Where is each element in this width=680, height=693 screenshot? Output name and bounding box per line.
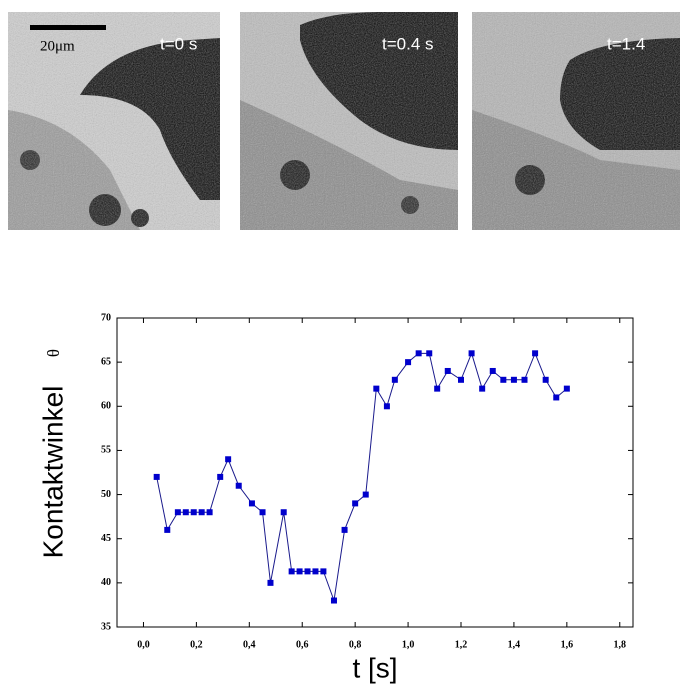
panel-label: t=1.4 [607, 34, 645, 53]
data-point [235, 482, 242, 489]
data-point [164, 526, 171, 533]
data-point [426, 350, 433, 357]
y-tick-label: 55 [101, 445, 111, 456]
data-point [444, 367, 451, 374]
data-point [312, 568, 319, 575]
data-point [190, 509, 197, 516]
y-axis-label: Kontaktwinkel [37, 386, 68, 559]
y-tick-label: 35 [101, 621, 111, 632]
panel-label: t=0.4 s [382, 34, 434, 53]
x-tick-label: 0,2 [190, 639, 203, 650]
data-point [259, 509, 266, 516]
data-point [415, 350, 422, 357]
data-point [352, 500, 359, 507]
x-tick-label: 0,4 [243, 639, 256, 650]
scale-bar-label: 20μm [40, 38, 75, 54]
y-axis-symbol: θ [44, 349, 63, 357]
data-point [373, 385, 380, 392]
y-tick-label: 40 [101, 577, 111, 588]
data-point [182, 509, 189, 516]
data-point [248, 500, 255, 507]
data-point [468, 350, 475, 357]
y-tick-label: 65 [101, 356, 111, 367]
data-point [553, 394, 560, 401]
data-point [479, 385, 486, 392]
y-tick-label: 45 [101, 533, 111, 544]
data-point [296, 568, 303, 575]
data-point [434, 385, 441, 392]
photo-panel [8, 12, 220, 230]
data-point [391, 376, 398, 383]
x-tick-label: 0,6 [296, 639, 309, 650]
data-point [330, 597, 337, 604]
data-point [383, 403, 390, 410]
x-tick-label: 0,0 [137, 639, 150, 650]
data-point [267, 579, 274, 586]
data-point [458, 376, 464, 383]
data-point [510, 376, 517, 383]
panel-label: t=0 s [160, 34, 197, 53]
x-tick-label: 1,2 [455, 639, 468, 650]
data-point [532, 350, 539, 357]
data-point [521, 376, 528, 383]
plot-frame [116, 317, 634, 628]
y-tick-label: 50 [101, 489, 111, 500]
x-axis-label: t [s] [352, 652, 397, 683]
data-point [489, 367, 496, 374]
data-point [320, 568, 327, 575]
y-tick-label: 70 [101, 312, 111, 323]
data-point [225, 456, 232, 463]
data-point [304, 568, 311, 575]
data-point [198, 509, 205, 516]
data-point [362, 491, 369, 498]
data-point [563, 385, 570, 392]
data-point [280, 509, 287, 516]
x-tick-label: 1,8 [614, 639, 627, 650]
data-point [217, 473, 224, 480]
data-point [206, 509, 213, 516]
data-point [288, 568, 295, 575]
data-point [542, 376, 549, 383]
photo-panel [240, 12, 458, 230]
data-point [153, 473, 160, 480]
data-point [500, 376, 507, 383]
x-tick-label: 1,6 [561, 639, 574, 650]
x-tick-label: 1,0 [402, 639, 415, 650]
data-point [341, 526, 348, 533]
data-point [405, 359, 412, 366]
x-tick-label: 0,8 [349, 639, 362, 650]
y-tick-label: 60 [101, 401, 111, 412]
x-tick-label: 1,4 [508, 639, 521, 650]
photo-panel [472, 12, 680, 230]
data-point [174, 509, 181, 516]
